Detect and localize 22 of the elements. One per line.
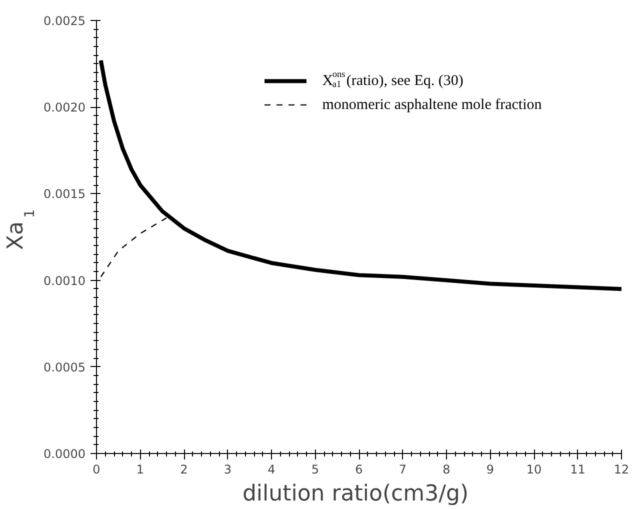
- x-tick-label: 12: [614, 462, 630, 476]
- y-tick-label: 0.0025: [44, 14, 86, 28]
- y-tick-label: 0.0015: [44, 187, 86, 202]
- y-tick-label: 0.0005: [44, 360, 86, 374]
- x-tick-label: 2: [180, 462, 188, 476]
- x-tick-label: 5: [311, 462, 320, 476]
- y-tick-label: 0.0020: [44, 100, 86, 115]
- x-tick-label: 4: [268, 462, 276, 476]
- y-tick-label: 0.0000: [44, 447, 86, 461]
- x-tick-label: 9: [486, 462, 494, 476]
- x-axis-title: dilution ratio(cm3/g): [242, 482, 469, 506]
- x-tick-label: 0: [92, 462, 100, 476]
- y-tick-label: 0.0010: [44, 274, 86, 288]
- x-tick-label: 1: [136, 462, 144, 476]
- legend-label: monomeric asphaltene mole fraction: [322, 96, 542, 113]
- x-tick-label: 6: [355, 462, 363, 476]
- x-tick-label: 8: [442, 462, 450, 476]
- y-axis-title: Xa1: [4, 209, 38, 250]
- x-tick-label: 10: [526, 462, 542, 476]
- x-tick-label: 11: [570, 462, 586, 476]
- x-tick-label: 3: [224, 462, 232, 476]
- x-tick-label: 7: [398, 462, 407, 476]
